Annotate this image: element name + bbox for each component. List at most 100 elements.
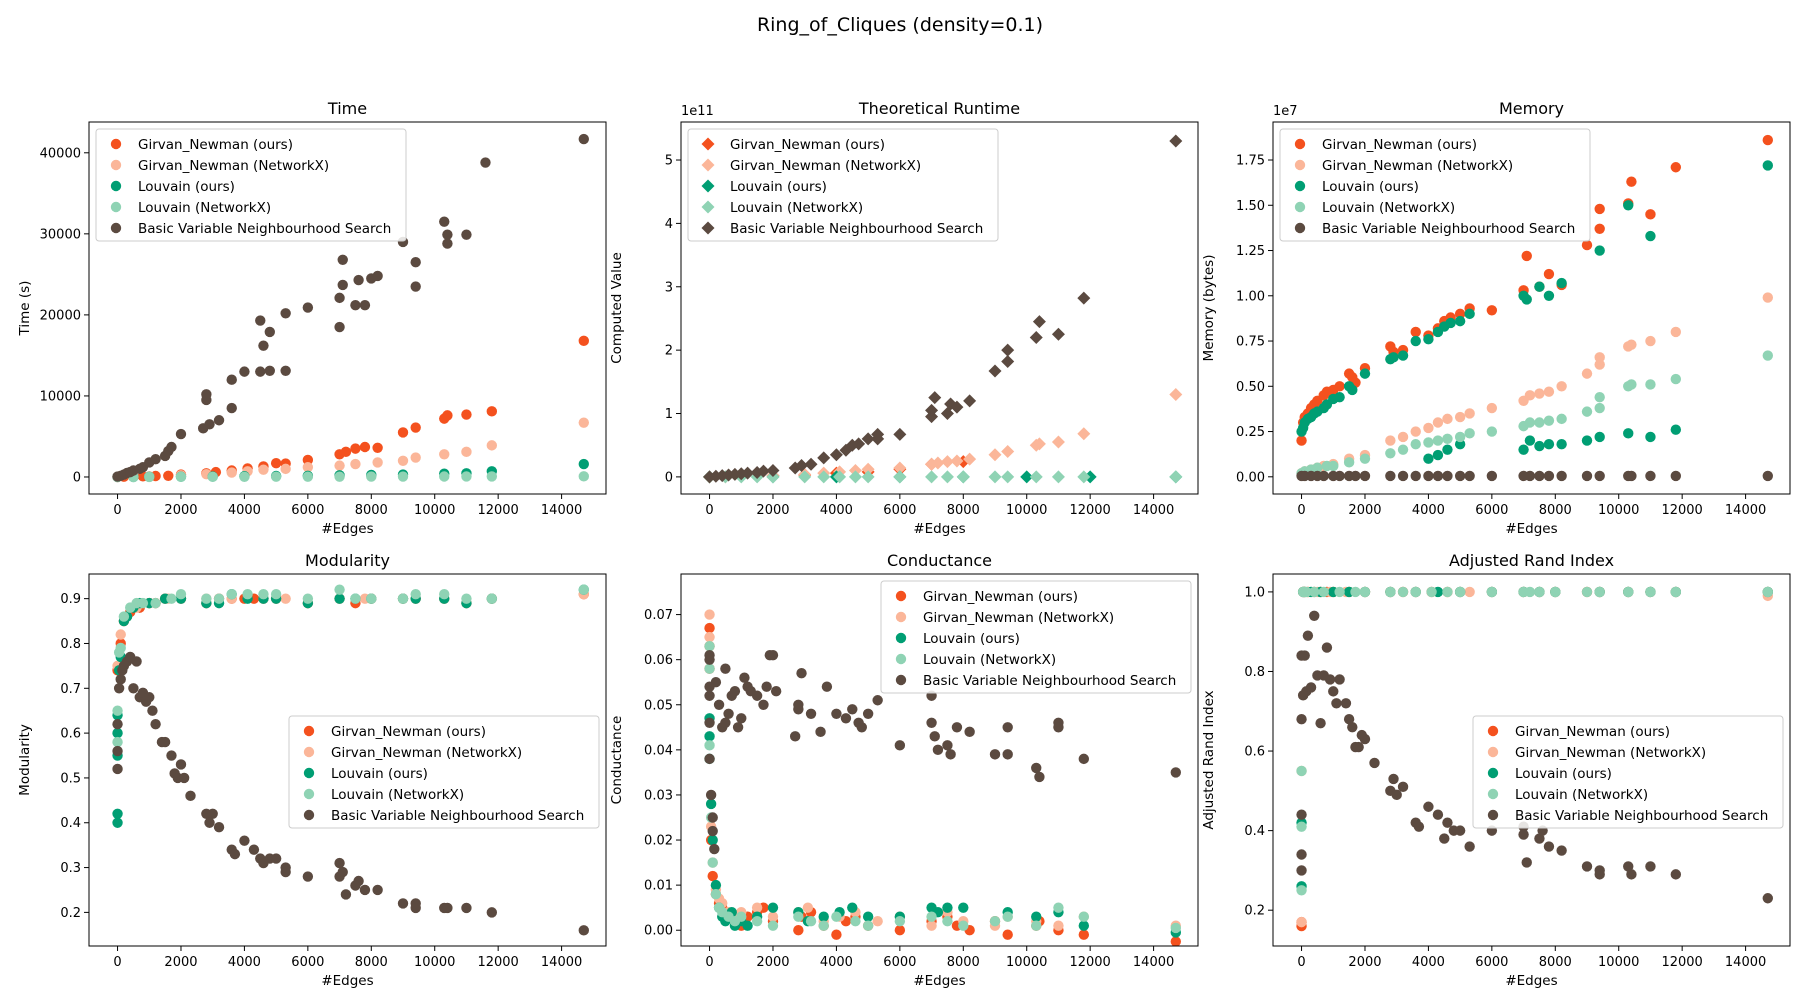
data-point: [707, 825, 718, 837]
data-point: [1442, 586, 1453, 598]
legend-marker: [895, 653, 907, 665]
data-point: [1388, 773, 1399, 785]
legend: Girvan_Newman (ours) Girvan_Newman (Netwo…: [288, 715, 600, 829]
legend-marker: [895, 674, 907, 686]
data-point: [1347, 384, 1358, 396]
data-point: [1432, 809, 1444, 820]
data-point: [150, 718, 161, 730]
data-point: [872, 695, 883, 706]
data-point: [175, 759, 187, 770]
y-tick-label: 4: [665, 217, 673, 232]
data-point: [1445, 317, 1456, 329]
legend: Girvan_Newman (ours) Girvan_Newman (Netwo…: [687, 128, 999, 242]
data-point: [213, 822, 225, 833]
legend-label: Girvan_Newman (NetworkX): [923, 610, 1114, 626]
legend-label: Girvan_Newman (ours): [138, 137, 293, 153]
data-point: [1051, 327, 1065, 341]
data-point: [1302, 630, 1314, 641]
data-point: [166, 593, 177, 604]
x-tick-label: 2000: [1348, 955, 1381, 970]
y-axis-label: Modularity: [17, 724, 33, 796]
data-point: [756, 464, 770, 478]
data-point: [767, 902, 779, 913]
x-tick-label: 2000: [756, 503, 789, 518]
data-point: [112, 763, 123, 775]
data-point: [1442, 470, 1453, 482]
data-point: [1397, 444, 1409, 455]
y-axis-label: Adjusted Rand Index: [1201, 690, 1217, 829]
data-point: [204, 817, 215, 828]
data-point: [729, 686, 741, 697]
data-point: [1464, 428, 1475, 439]
data-point: [1594, 431, 1605, 443]
data-point: [213, 415, 225, 426]
data-point: [1359, 470, 1371, 482]
data-point: [118, 611, 130, 622]
chart-panel: 0 2000 4000 6000 8000 10000 12000 14000 0 1 2 3 4 5 1e…: [609, 99, 1199, 537]
data-point: [1388, 352, 1399, 363]
legend-box: [1472, 715, 1784, 829]
series-4: [112, 133, 589, 482]
data-point: [226, 402, 237, 414]
y-tick-label: 10000: [40, 389, 81, 404]
data-point: [1543, 415, 1555, 426]
data-point: [1518, 829, 1529, 840]
data-point: [115, 629, 126, 640]
data-point: [144, 471, 155, 483]
data-point: [1543, 470, 1555, 482]
y-tick-label: 0.50: [1236, 380, 1265, 395]
data-point: [1594, 391, 1605, 403]
data-point: [1001, 470, 1015, 484]
data-point: [480, 157, 491, 168]
axis-offset-label: 1e11: [681, 104, 714, 119]
series-3: [112, 584, 589, 748]
data-point: [1432, 470, 1444, 482]
data-point: [1454, 315, 1466, 327]
legend-box: [95, 128, 407, 242]
data-point: [1556, 439, 1567, 450]
data-point: [861, 470, 875, 484]
data-point: [1334, 674, 1345, 685]
y-tick-label: 1.0: [1244, 585, 1265, 600]
data-point: [1350, 586, 1361, 598]
data-point: [207, 808, 218, 819]
data-point: [815, 726, 826, 738]
data-point: [1032, 315, 1046, 329]
data-point: [486, 440, 498, 451]
data-point: [758, 699, 769, 710]
data-point: [1359, 586, 1371, 598]
axes-frame: [680, 573, 1199, 947]
data-point: [1432, 417, 1444, 428]
data-point: [410, 452, 421, 463]
data-point: [1410, 326, 1421, 338]
data-point: [988, 448, 1002, 462]
data-point: [1078, 911, 1090, 922]
data-point: [350, 593, 361, 604]
y-tick-label: 1.75: [1236, 154, 1265, 169]
legend-label: Louvain (ours): [1515, 766, 1612, 782]
data-point: [578, 925, 589, 936]
legend-label: Girvan_Newman (NetworkX): [331, 745, 522, 761]
data-point: [989, 749, 1001, 760]
data-point: [1594, 402, 1605, 414]
legend: Girvan_Newman (ours) Girvan_Newman (Netwo…: [1279, 128, 1591, 242]
data-point: [334, 292, 345, 304]
data-point: [1309, 586, 1320, 598]
data-point: [767, 911, 779, 922]
data-point: [705, 798, 717, 810]
data-point: [817, 451, 831, 465]
chart-title: Modularity: [305, 551, 390, 570]
data-point: [732, 722, 744, 733]
data-point: [1053, 920, 1064, 931]
data-point: [767, 920, 779, 931]
data-point: [1397, 350, 1409, 361]
data-point: [704, 622, 715, 634]
data-point: [1645, 470, 1656, 482]
data-point: [704, 663, 715, 674]
chart-panel: 0 2000 4000 6000 8000 10000 12000 14000 0.00 0.01…: [609, 551, 1199, 989]
legend-marker: [1294, 222, 1306, 234]
x-tick-label: 4000: [820, 955, 853, 970]
data-point: [1034, 771, 1045, 783]
x-tick-label: 8000: [947, 503, 980, 518]
y-tick-label: 0.6: [60, 727, 81, 742]
